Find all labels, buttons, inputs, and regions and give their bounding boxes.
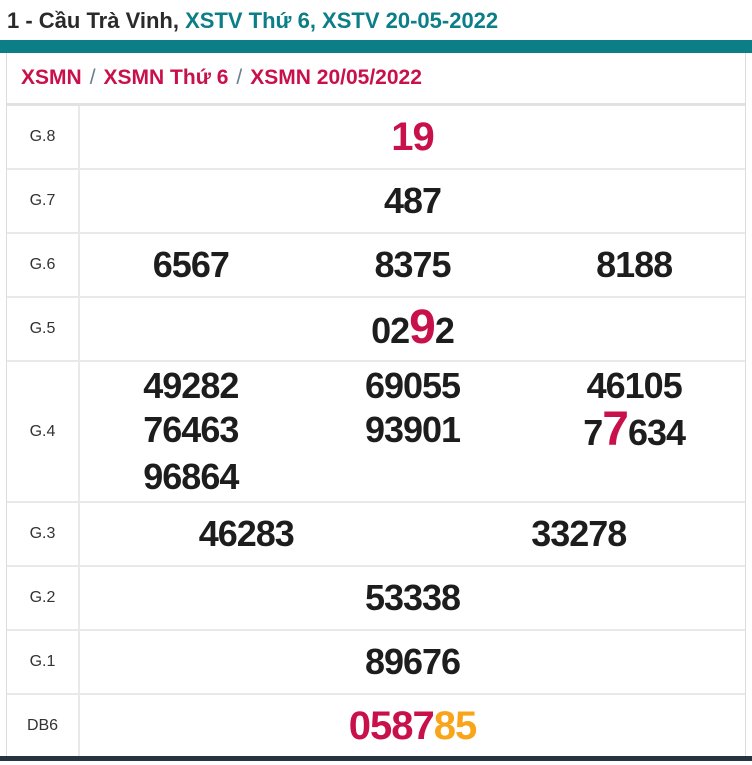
prize-number: 76463 bbox=[143, 408, 239, 455]
prize-label: G.5 bbox=[7, 298, 80, 360]
digit-segment: 487 bbox=[383, 180, 442, 221]
bottom-white-strip bbox=[0, 761, 752, 765]
bottom-dark-strip bbox=[0, 756, 752, 761]
prize-label: G.2 bbox=[7, 567, 80, 629]
digit-segment: 33278 bbox=[531, 513, 627, 554]
highlighted-digit: 0587 bbox=[348, 704, 435, 748]
page-title-prefix: 1 - Cầu Trà Vinh, bbox=[7, 8, 186, 33]
prize-number: 487 bbox=[383, 179, 442, 223]
prize-number: 93901 bbox=[364, 408, 461, 455]
prize-row: G.5 0292 bbox=[7, 298, 745, 362]
prize-row: G.6 6567 8375 8188 bbox=[7, 234, 745, 298]
prize-number: 19 bbox=[391, 115, 434, 159]
prize-number: 69055 bbox=[364, 364, 461, 408]
prize-values: 487 bbox=[80, 170, 745, 232]
digit-segment: 7 bbox=[583, 412, 603, 453]
highlighted-digit: 19 bbox=[391, 115, 434, 159]
prize-values: 46283 33278 bbox=[80, 503, 745, 565]
prize-number: 96864 bbox=[143, 455, 239, 499]
digit-segment: 6567 bbox=[152, 244, 230, 285]
prize-number: 77634 bbox=[583, 406, 686, 455]
prize-number: 49282 bbox=[143, 364, 239, 408]
prize-number: 058785 bbox=[348, 704, 477, 748]
breadcrumb-separator: / bbox=[89, 66, 96, 89]
prize-values: 89676 bbox=[80, 631, 745, 693]
breadcrumb-separator: / bbox=[236, 66, 243, 89]
prize-values: 19 bbox=[80, 106, 745, 168]
prize-label: G.6 bbox=[7, 234, 80, 296]
results-container: XSMN / XSMN Thứ 6 / XSMN 20/05/2022 G.8 19 G.7… bbox=[6, 53, 746, 759]
digit-segment: 2 bbox=[434, 309, 455, 351]
prize-row: G.2 53338 bbox=[7, 567, 745, 631]
prize-row: G.7 487 bbox=[7, 170, 745, 234]
digit-segment: 76463 bbox=[143, 409, 239, 450]
digit-segment: 02 bbox=[371, 309, 410, 351]
prize-label: G.1 bbox=[7, 631, 80, 693]
prize-number: 0292 bbox=[371, 303, 455, 353]
prize-row: G.1 89676 bbox=[7, 631, 745, 695]
prize-values: 058785 bbox=[80, 695, 745, 757]
prize-row: G.3 46283 33278 bbox=[7, 503, 745, 567]
digit-segment: 69055 bbox=[364, 365, 461, 406]
prize-number: 89676 bbox=[364, 640, 461, 684]
digit-segment: 46105 bbox=[586, 365, 683, 406]
digit-segment: 49282 bbox=[143, 365, 239, 406]
prize-label: G.8 bbox=[7, 106, 80, 168]
breadcrumb-item[interactable]: XSMN bbox=[21, 66, 82, 89]
prize-row: G.4 49282 69055 46105 76463 93901 77634 96864 bbox=[7, 362, 745, 503]
highlighted-digit: 7 bbox=[602, 403, 629, 456]
prize-number: 6567 bbox=[152, 243, 230, 287]
prize-number: 33278 bbox=[531, 512, 627, 556]
prize-number: 8375 bbox=[374, 243, 451, 287]
results-table: G.8 19 G.7 487 G.6 6567 8375 8188 G.5 0292 G.4 4928… bbox=[7, 106, 745, 759]
teal-divider-bar bbox=[0, 40, 752, 53]
digit-segment: 634 bbox=[627, 412, 686, 453]
prize-label: G.7 bbox=[7, 170, 80, 232]
prize-number: 46105 bbox=[586, 364, 683, 408]
prize-label: DB6 bbox=[7, 695, 80, 757]
prize-number: 46283 bbox=[198, 512, 295, 556]
prize-values: 49282 69055 46105 76463 93901 77634 96864 bbox=[80, 362, 745, 501]
prize-label: G.3 bbox=[7, 503, 80, 565]
digit-segment: 53338 bbox=[364, 577, 461, 618]
prize-values: 53338 bbox=[80, 567, 745, 629]
prize-row: DB6 058785 bbox=[7, 695, 745, 759]
breadcrumb-item[interactable]: XSMN 20/05/2022 bbox=[250, 66, 422, 89]
page-title: 1 - Cầu Trà Vinh, XSTV Thứ 6, XSTV 20-05… bbox=[0, 0, 752, 34]
prize-row: G.8 19 bbox=[7, 106, 745, 170]
digit-segment: 96864 bbox=[143, 456, 239, 497]
breadcrumb: XSMN / XSMN Thứ 6 / XSMN 20/05/2022 bbox=[7, 53, 745, 106]
breadcrumb-item[interactable]: XSMN Thứ 6 bbox=[103, 66, 229, 89]
highlighted-digit: 9 bbox=[409, 300, 436, 354]
prize-number: 53338 bbox=[364, 576, 461, 620]
highlighted-digit: 85 bbox=[433, 704, 477, 748]
page-title-link[interactable]: XSTV Thứ 6, XSTV 20-05-2022 bbox=[185, 8, 499, 33]
digit-segment: 93901 bbox=[364, 409, 461, 450]
prize-values: 6567 8375 8188 bbox=[80, 234, 745, 296]
prize-values: 0292 bbox=[80, 298, 745, 360]
digit-segment: 8375 bbox=[374, 244, 451, 285]
digit-segment: 8188 bbox=[596, 244, 673, 285]
prize-label: G.4 bbox=[7, 362, 80, 501]
digit-segment: 89676 bbox=[364, 641, 461, 682]
digit-segment: 46283 bbox=[198, 513, 295, 554]
prize-number: 8188 bbox=[596, 243, 673, 287]
